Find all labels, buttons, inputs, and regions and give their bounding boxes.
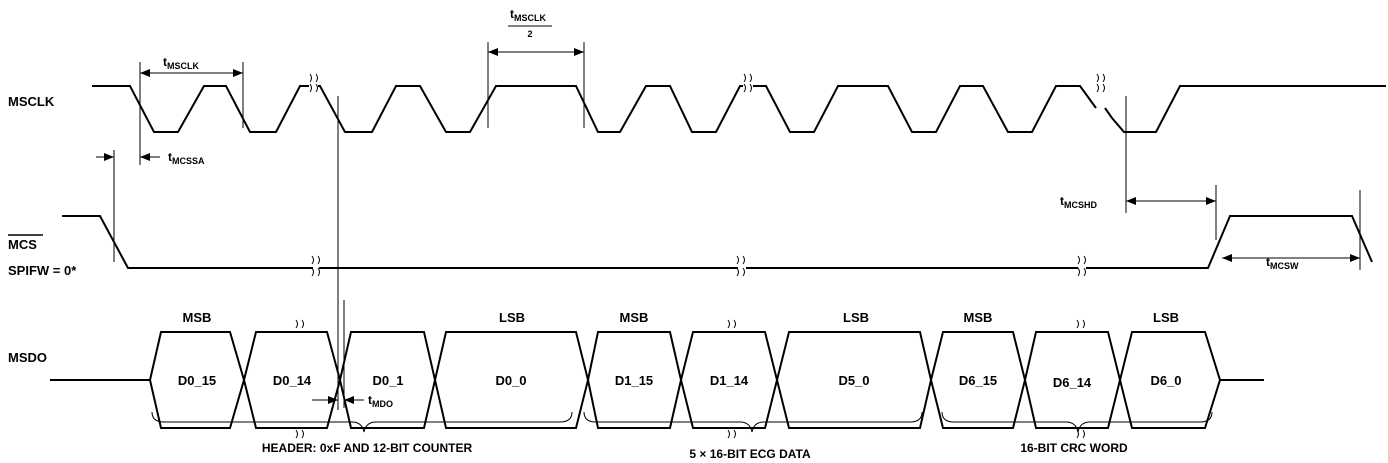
cell-label-d0-1: D0_1 — [372, 373, 403, 388]
msclk-break-marks — [309, 73, 1105, 93]
t-msclk-half-annotation: tMSCLK 2 — [487, 7, 585, 128]
svg-text:tMSCLK: tMSCLK — [163, 55, 199, 71]
cell-label-d6-15: D6_15 — [959, 373, 997, 388]
ecg-group-label: 5 × 16-BIT ECG DATA — [689, 447, 811, 461]
msb-label-ecg: MSB — [620, 310, 649, 325]
mcs-waveform — [62, 215, 1373, 269]
cell-label-d0-15: D0_15 — [178, 373, 216, 388]
cell-label-d6-14: D6_14 — [1053, 375, 1092, 390]
cell-label-d5-0: D5_0 — [838, 373, 869, 388]
cell-label-d0-0: D0_0 — [495, 373, 526, 388]
mcs-signal-label: MCS — [8, 237, 37, 252]
svg-text:tMDO: tMDO — [368, 393, 393, 409]
lsb-label-ecg: LSB — [843, 310, 869, 325]
msdo-break-marks — [295, 319, 1085, 439]
msclk-signal-label: MSCLK — [8, 94, 55, 109]
cell-label-d1-14: D1_14 — [710, 373, 749, 388]
t-mcsw-annotation: tMCSW — [1222, 190, 1361, 271]
svg-text:2: 2 — [527, 29, 532, 39]
cell-label-d0-14: D0_14 — [273, 373, 312, 388]
cell-label-d6-0: D6_0 — [1150, 373, 1181, 388]
ecg-group-brace — [583, 411, 923, 433]
svg-text:tMCSW: tMCSW — [1266, 255, 1299, 271]
cell-label-d1-15: D1_15 — [615, 373, 653, 388]
bus-cell-d6-0 — [1118, 331, 1222, 429]
t-mdo-annotation: tMDO — [312, 96, 393, 410]
mcs-break-marks — [311, 255, 1086, 277]
msclk-waveform — [92, 85, 1386, 133]
lsb-label-crc: LSB — [1153, 310, 1179, 325]
header-group-label: HEADER: 0xF AND 12-BIT COUNTER — [262, 441, 473, 455]
lsb-label-header: LSB — [499, 310, 525, 325]
crc-group-brace — [941, 411, 1213, 433]
t-mcshd-annotation: tMCSHD — [1060, 96, 1217, 240]
msdo-bus-cells — [148, 331, 1222, 429]
msb-label-header: MSB — [183, 310, 212, 325]
msb-label-crc: MSB — [964, 310, 993, 325]
header-group-brace — [151, 411, 573, 433]
t-mcssa-annotation: tMCSSA — [96, 128, 205, 262]
svg-text:tMSCLK: tMSCLK — [510, 7, 546, 23]
crc-group-label: 16-BIT CRC WORD — [1020, 441, 1128, 455]
svg-text:tMCSSA: tMCSSA — [168, 150, 205, 166]
msdo-signal-label: MSDO — [8, 350, 47, 365]
spifw-label: SPIFW = 0* — [8, 263, 77, 278]
t-msclk-annotation: tMSCLK — [139, 55, 244, 128]
svg-text:tMCSHD: tMCSHD — [1060, 194, 1097, 210]
